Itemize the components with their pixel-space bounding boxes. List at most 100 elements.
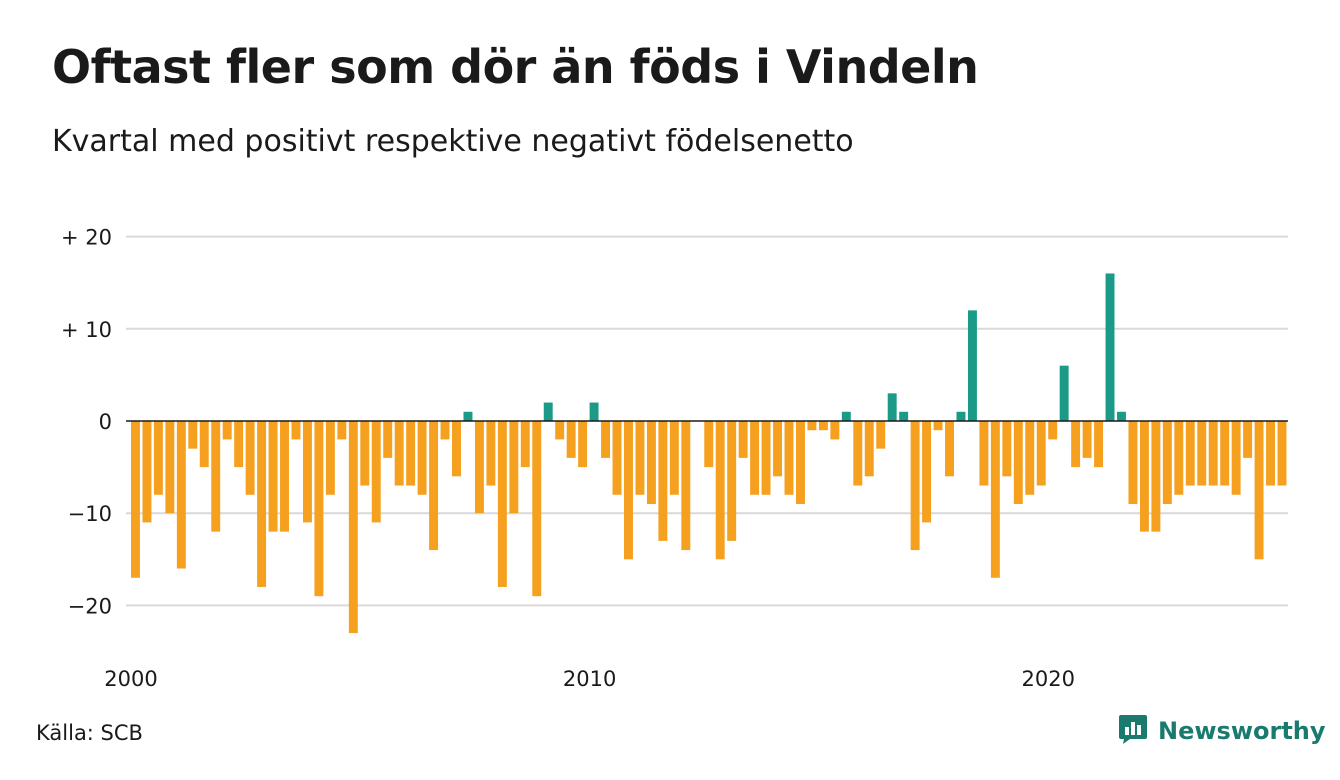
bar-negative [646,421,656,504]
bar-negative [704,421,714,468]
bar-negative [509,421,519,514]
bar-negative [784,421,794,495]
bars [131,273,1287,634]
bar-negative [532,421,542,597]
bar-negative [440,421,450,440]
bar-negative [864,421,874,477]
bar-negative [1197,421,1207,486]
bar-negative [337,421,347,440]
bar-negative [910,421,920,551]
bar-negative [1013,421,1023,504]
bar-negative [681,421,691,551]
bar-positive [1059,365,1069,421]
bar-negative [1220,421,1230,486]
bar-positive [589,402,599,421]
bar-negative [1139,421,1149,532]
bar-negative [933,421,943,431]
brand-name: Newsworthy [1158,717,1326,745]
bar-negative [474,421,484,514]
bar-negative [486,421,496,486]
bar-negative [979,421,989,486]
bar-negative [153,421,163,495]
bar-negative [727,421,737,541]
bar-negative [830,421,840,440]
x-tick-label: 2020 [1022,667,1075,691]
bar-chart-speech-bubble-icon [1118,713,1148,749]
bar-negative [658,421,668,541]
bar-positive [1105,273,1115,421]
y-tick-label: + 10 [61,318,112,342]
bar-negative [142,421,152,523]
bar-negative [406,421,416,486]
bar-negative [1151,421,1161,532]
bar-negative [566,421,576,458]
bar-negative [750,421,760,495]
bar-positive [463,411,473,421]
bar-negative [1025,421,1035,495]
chart-title: Oftast fler som dör än föds i Vindeln [52,40,979,94]
bar-negative [738,421,748,458]
bar-negative [555,421,565,440]
bar-negative [188,421,198,449]
bar-negative [669,421,679,495]
bar-negative [348,421,358,634]
bar-negative [371,421,381,523]
bar-negative [165,421,175,514]
bar-negative [257,421,267,587]
bar-negative [1036,421,1046,486]
newsworthy-logo[interactable]: Newsworthy [1118,713,1326,749]
bar-positive [899,411,909,421]
bar-negative [715,421,725,560]
source-note: Källa: SCB [36,721,143,745]
bar-negative [280,421,289,532]
bar-negative [1048,421,1058,440]
bar-negative [325,421,335,495]
x-tick-label: 2010 [563,667,616,691]
bar-negative [1277,421,1287,486]
bar-negative [497,421,507,587]
y-tick-label: + 20 [61,226,112,250]
bar-negative [234,421,244,468]
bar-negative [807,421,817,431]
bar-negative [394,421,404,486]
bar-positive [543,402,553,421]
bar-positive [967,310,977,421]
bar-negative [245,421,255,495]
bar-negative [302,421,312,523]
grid-lines [126,235,1288,607]
bar-negative [383,421,393,458]
bar-negative [795,421,805,504]
bar-negative [635,421,645,495]
bar-negative [1128,421,1138,504]
bar-negative [360,421,370,486]
y-axis-tick-labels: + 20 + 10 0 −10 −20 [61,226,112,619]
bar-negative [1162,421,1172,504]
bar-negative [1094,421,1104,468]
bar-negative [922,421,932,523]
bar-negative [990,421,1000,578]
bar-negative [429,421,439,551]
y-tick-label: 0 [99,410,112,434]
bar-negative [1208,421,1218,486]
bar-negative [601,421,611,458]
bar-negative [624,421,633,560]
bar-negative [268,421,278,532]
bar-negative [520,421,530,468]
bar-negative [1231,421,1241,495]
y-tick-label: −20 [68,594,112,618]
bar-negative [314,421,324,597]
bar-negative [199,421,209,468]
bar-negative [291,421,301,440]
bar-negative [1266,421,1276,486]
bar-negative [612,421,622,495]
bar-negative [1243,421,1253,458]
bar-negative [578,421,588,468]
y-tick-label: −10 [68,502,112,526]
bar-positive [841,411,851,421]
bar-negative [417,421,427,495]
bar-negative [1174,421,1184,495]
bar-negative [452,421,461,477]
bar-negative [818,421,828,431]
bar-negative [222,421,232,440]
bar-positive [956,411,966,421]
